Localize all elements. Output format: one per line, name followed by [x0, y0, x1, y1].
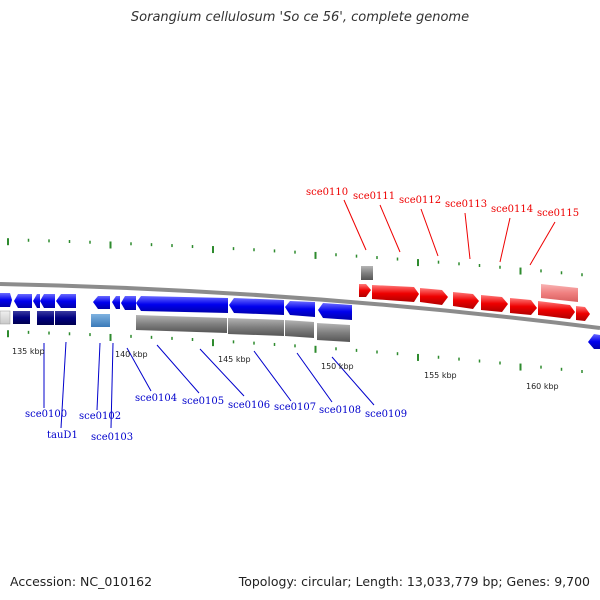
gene-arrow	[14, 294, 32, 308]
feature-box	[285, 320, 314, 338]
scale-label: 150 kbp	[321, 362, 354, 371]
gene-label: sce0105	[182, 396, 224, 407]
gene-arrow	[510, 298, 537, 315]
feature-box	[91, 314, 110, 327]
scale-label: 160 kbp	[526, 382, 559, 391]
label-connectors	[43, 199, 556, 429]
feature-box	[55, 311, 76, 325]
gene-arrow	[538, 301, 575, 319]
gene-arrow	[372, 285, 419, 302]
gene-arrow	[318, 303, 352, 320]
gene-arrow	[56, 294, 76, 308]
blue-gene-labels: sce0100 tauD1 sce0102 sce0103 sce0104 sc…	[25, 393, 407, 443]
gene-arrow	[40, 294, 55, 308]
gene-arrow	[93, 296, 110, 309]
feature-box	[317, 323, 350, 342]
gene-arrow	[588, 334, 600, 349]
gene-label: sce0111	[353, 191, 395, 202]
feature-box	[136, 315, 227, 333]
scale-labels: 135 kbp 140 kbp 145 kbp 150 kbp 155 kbp …	[12, 347, 559, 391]
gene-arrow	[359, 284, 371, 297]
gene-arrow	[285, 301, 315, 317]
scale-label: 145 kbp	[218, 355, 251, 364]
gene-label: sce0106	[228, 400, 270, 411]
gene-label: sce0112	[399, 195, 441, 206]
gene-label: sce0113	[445, 199, 487, 210]
gene-arrow	[420, 288, 448, 305]
feature-box	[541, 284, 578, 302]
gene-arrow	[33, 294, 40, 308]
feature-box	[13, 311, 30, 324]
gene-arrow	[136, 296, 228, 313]
genome-summary: Topology: circular; Length: 13,033,779 b…	[238, 574, 590, 589]
gene-label: sce0115	[537, 208, 579, 219]
scale-label: 140 kbp	[115, 350, 148, 359]
gene-label: sce0103	[91, 432, 133, 443]
gene-arrow	[229, 298, 284, 315]
gene-arrow	[576, 306, 590, 321]
gene-arrow	[0, 293, 12, 307]
tick-marks	[7, 238, 583, 374]
gene-label: tauD1	[47, 430, 78, 441]
scale-label: 155 kbp	[424, 371, 457, 380]
scale-label: 135 kbp	[12, 347, 45, 356]
feature-box	[37, 311, 54, 325]
accession-text: Accession: NC_010162	[10, 574, 153, 589]
gene-label: sce0107	[274, 402, 316, 413]
genome-backbone	[0, 282, 600, 330]
gene-arrow	[453, 292, 479, 309]
gene-arrow	[481, 295, 508, 312]
feature-box	[361, 266, 373, 280]
gene-arrow	[112, 296, 120, 309]
gene-label: sce0114	[491, 204, 533, 215]
gene-label: sce0110	[306, 187, 348, 198]
gene-label: sce0102	[79, 411, 121, 422]
feature-box	[228, 318, 284, 336]
gene-arrow	[121, 296, 136, 310]
gene-label: sce0109	[365, 409, 407, 420]
genome-title: Sorangium cellulosum 'So ce 56', complet…	[130, 10, 470, 25]
gene-label: sce0104	[135, 393, 177, 404]
gene-label: sce0108	[319, 405, 361, 416]
gene-track	[0, 266, 600, 349]
feature-box	[0, 310, 11, 325]
gene-label: sce0100	[25, 409, 67, 420]
red-gene-labels: sce0110 sce0111 sce0112 sce0113 sce0114 …	[306, 187, 579, 219]
